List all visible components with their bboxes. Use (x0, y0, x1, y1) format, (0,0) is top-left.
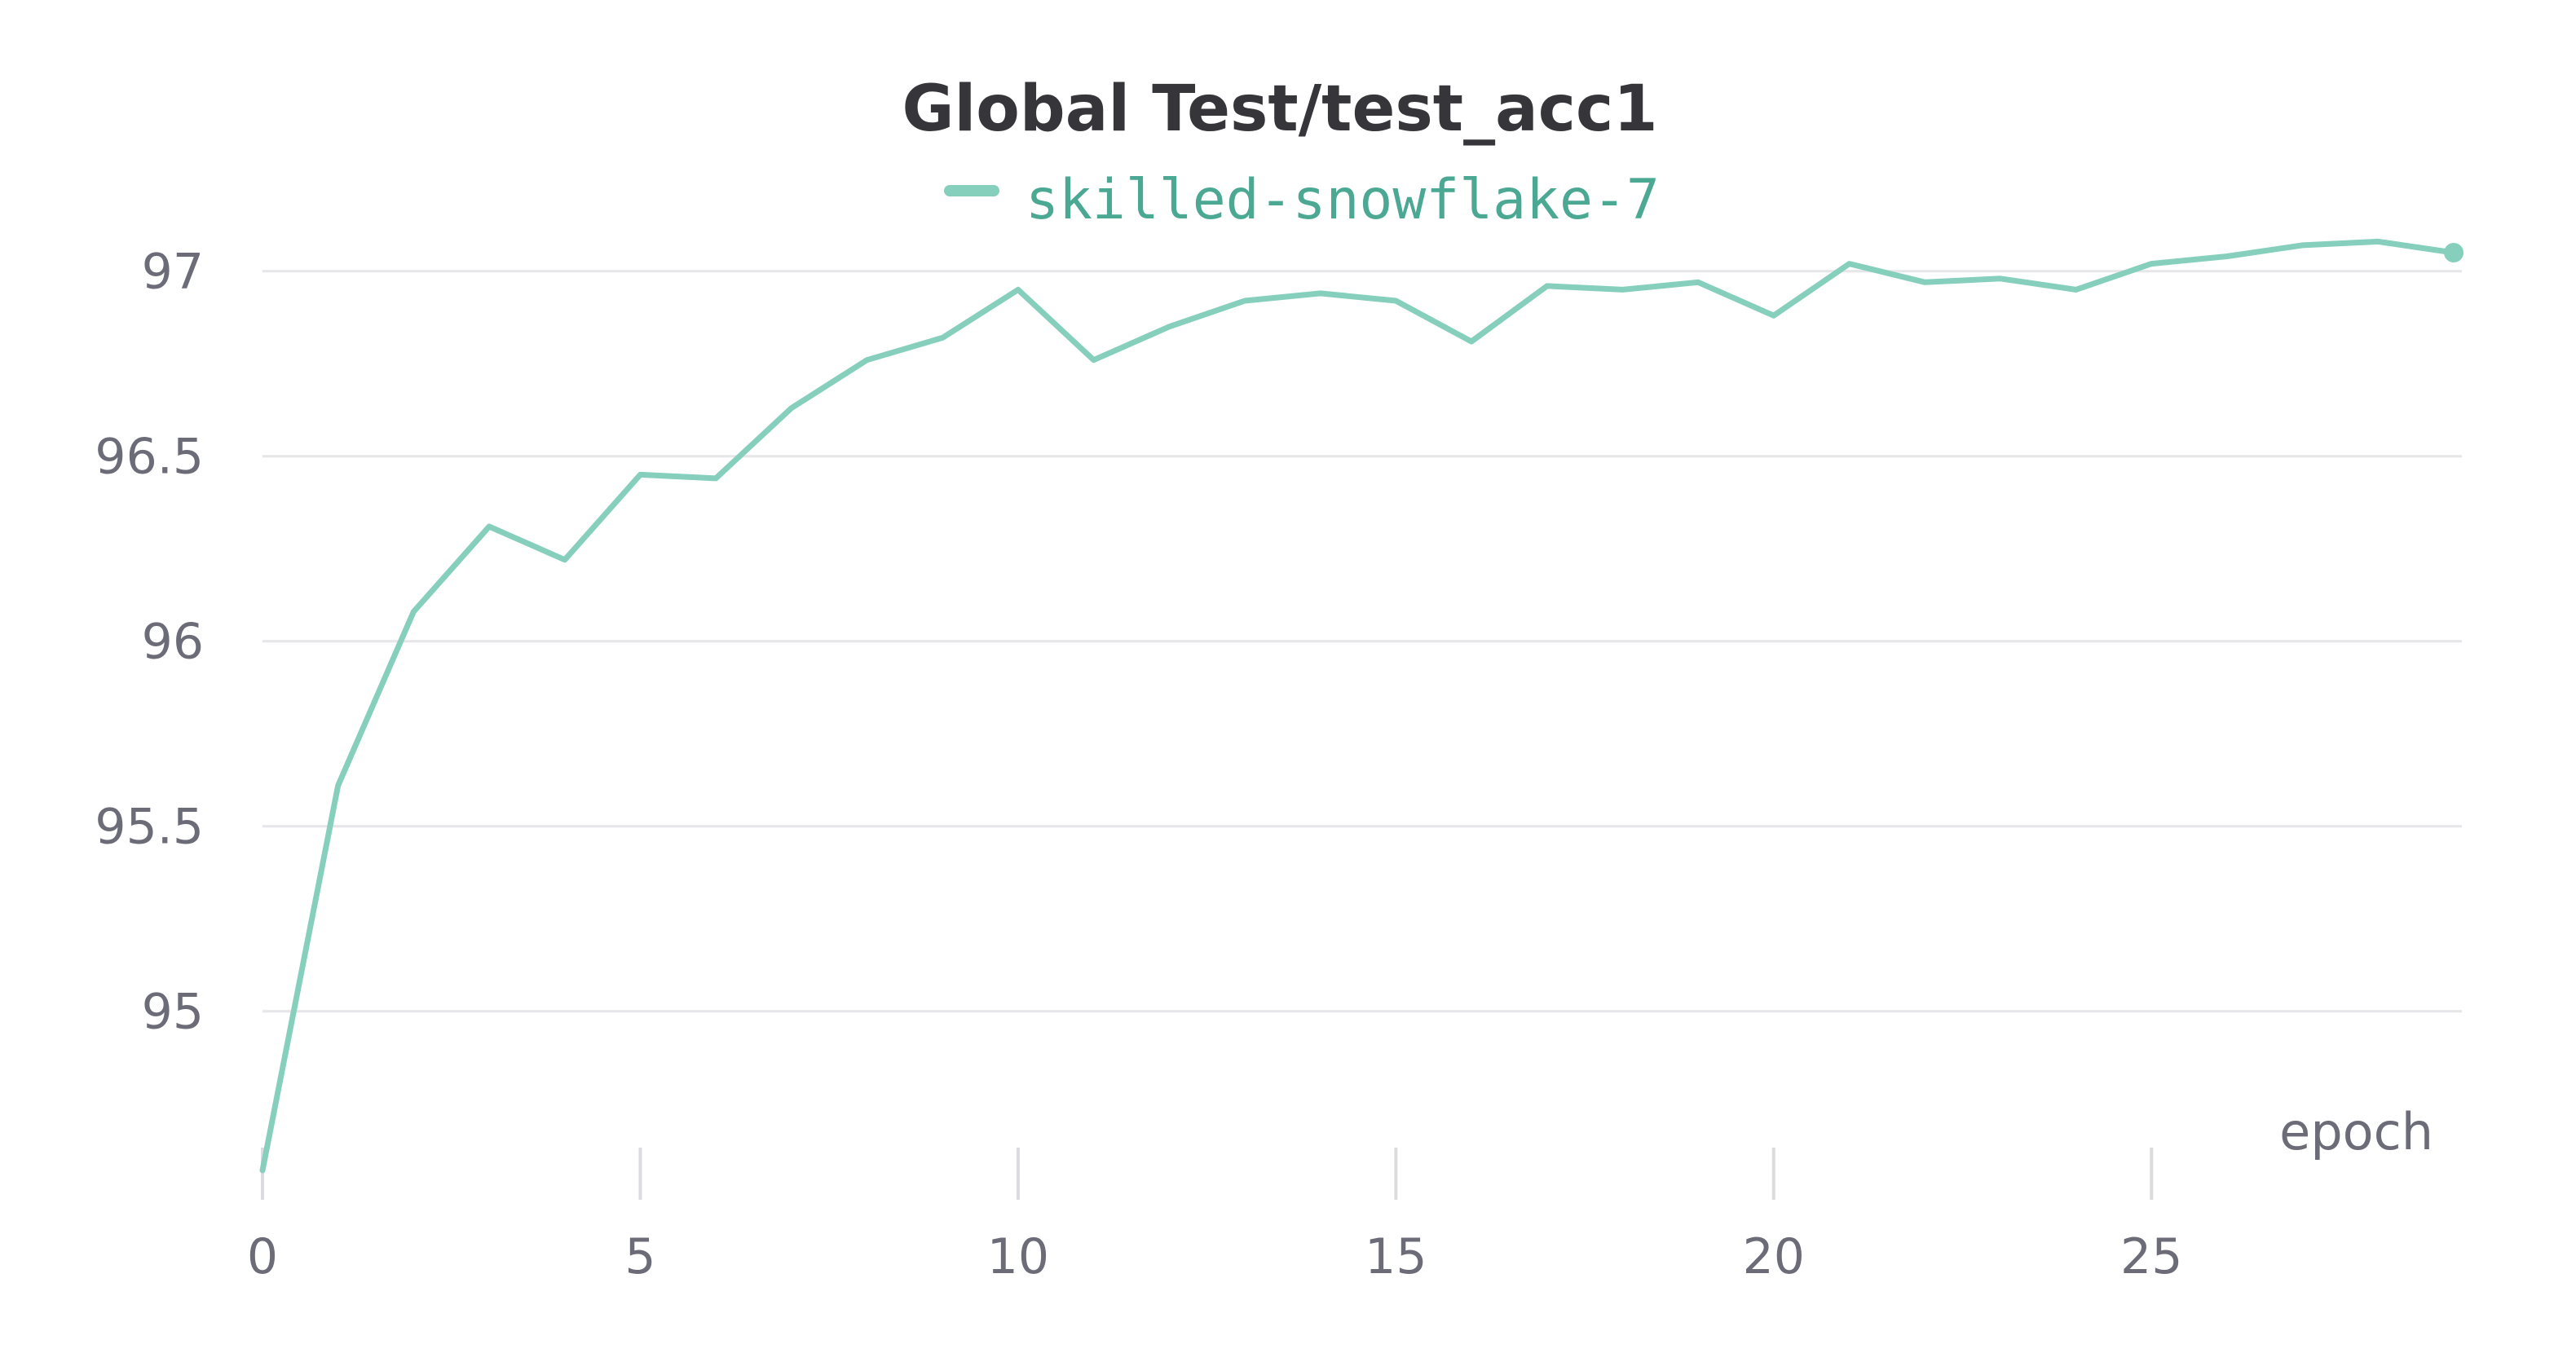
x-tick-label: 10 (987, 1228, 1049, 1285)
x-tick-label: 20 (1743, 1228, 1805, 1285)
legend-label-skilled-snowflake-7: skilled-snowflake-7 (1026, 168, 1660, 232)
y-tick-label: 97 (142, 244, 204, 301)
x-tick-label: 25 (2120, 1228, 2182, 1285)
grid-lines (262, 270, 2462, 1013)
x-tick-label: 0 (247, 1228, 278, 1285)
series-line-skilled-snowflake-7[interactable] (259, 238, 2457, 1174)
x-axis-label: epoch (2279, 1102, 2433, 1161)
y-tick-label: 95 (142, 984, 204, 1041)
legend-swatch (944, 185, 999, 196)
x-tick-label: 5 (624, 1228, 655, 1285)
chart-title: Global Test/test_acc1 (902, 73, 1658, 146)
legend[interactable]: skilled-snowflake-7 (944, 168, 1660, 232)
x-axis: 0 5 10 15 20 25 (247, 1148, 2182, 1285)
series-layer (259, 238, 2464, 1174)
x-tick-label: 15 (1365, 1228, 1427, 1285)
y-tick-label: 96 (142, 614, 204, 671)
y-tick-label: 95.5 (95, 799, 204, 856)
y-axis: 95 95.5 96 96.5 97 (95, 244, 204, 1041)
series-end-point[interactable] (2444, 243, 2464, 262)
y-tick-label: 96.5 (95, 429, 204, 486)
